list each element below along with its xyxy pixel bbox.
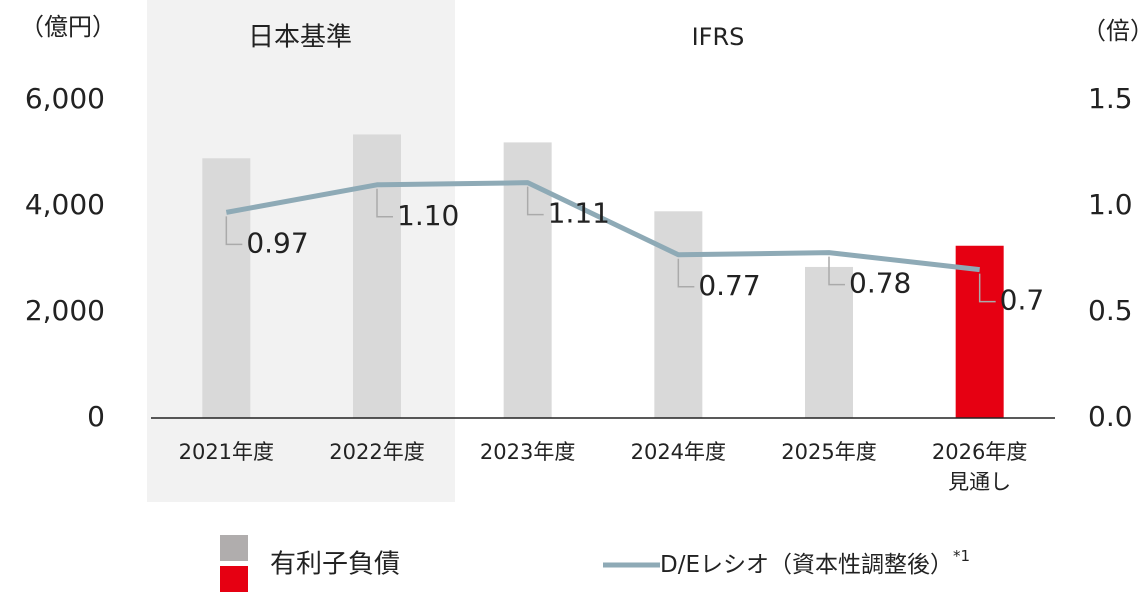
legend-label: 有利子負債 xyxy=(270,550,400,580)
leader-line xyxy=(526,186,544,216)
data-label: 0.97 xyxy=(246,226,308,259)
y2-tick-label: 1.5 xyxy=(1088,82,1133,115)
region-label: 日本基準 xyxy=(248,23,352,53)
y-tick-label: 0 xyxy=(87,400,105,433)
region-label: IFRS xyxy=(692,23,745,51)
y2-tick-label: 0.0 xyxy=(1088,400,1133,433)
leader-line xyxy=(376,188,393,218)
bar xyxy=(202,158,251,419)
legend-label: D/Eレシオ（資本性調整後）*1 xyxy=(660,547,970,578)
bar xyxy=(654,211,703,418)
data-label: 1.10 xyxy=(397,199,459,232)
leader-line xyxy=(677,258,695,288)
data-label: 1.11 xyxy=(548,197,610,230)
data-label: 0.77 xyxy=(698,269,760,302)
x-tick-label: 2025年度 xyxy=(781,440,877,464)
line xyxy=(225,180,980,273)
x-tick-label: 2021年度 xyxy=(178,440,275,464)
leader-line xyxy=(828,256,845,286)
bar xyxy=(353,134,401,418)
legend-label: D/Eレシオ（資本性調整後） xyxy=(660,552,953,578)
y-tick-label: 4,000 xyxy=(25,188,105,221)
bar xyxy=(955,245,1004,418)
x-tick-label: 2026年度 見通し xyxy=(931,440,1028,494)
legend-note: *1 xyxy=(953,547,970,565)
leader-line xyxy=(225,216,243,246)
x-tick-label: 2024年度 xyxy=(630,440,727,464)
y2-tick-label: 1.0 xyxy=(1088,188,1133,221)
y2-tick-label: 0.5 xyxy=(1088,294,1133,327)
x-tick-label: 2022年度 xyxy=(329,440,425,464)
legend-swatch xyxy=(220,535,248,561)
data-label: 0.78 xyxy=(849,267,911,300)
bar xyxy=(805,266,853,418)
y-tick-label: 6,000 xyxy=(25,82,105,115)
data-label: 0.7 xyxy=(1000,284,1045,317)
x-tick-label: 2023年度 xyxy=(479,440,576,464)
leader-line xyxy=(978,273,996,303)
legend-swatch xyxy=(220,566,248,592)
right-unit: （倍） xyxy=(1082,17,1148,45)
y-tick-label: 2,000 xyxy=(25,294,105,327)
left-unit: （億円） xyxy=(20,13,116,41)
